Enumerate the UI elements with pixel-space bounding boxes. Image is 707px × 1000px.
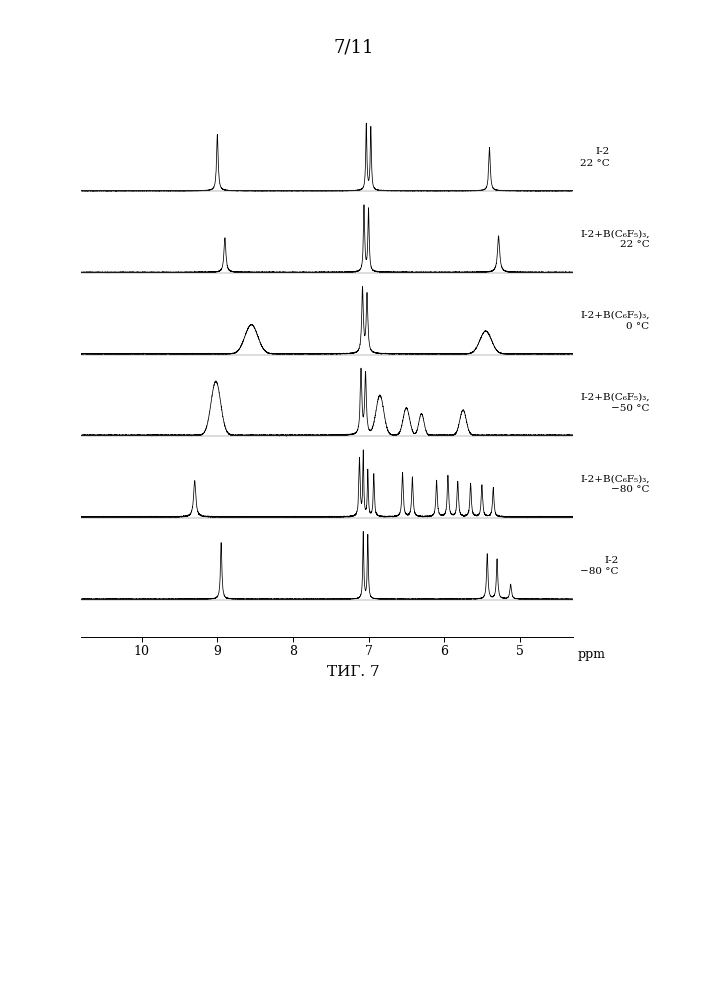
Text: 7/11: 7/11 <box>333 38 374 56</box>
Text: I-2+B(C₆F₅)₃,
−50 °C: I-2+B(C₆F₅)₃, −50 °C <box>580 392 650 413</box>
Text: ΤИГ. 7: ΤИГ. 7 <box>327 665 380 679</box>
Text: I-2
−80 °C: I-2 −80 °C <box>580 556 619 576</box>
Text: I-2+B(C₆F₅)₃,
−80 °C: I-2+B(C₆F₅)₃, −80 °C <box>580 474 650 494</box>
Text: I-2+B(C₆F₅)₃,
22 °C: I-2+B(C₆F₅)₃, 22 °C <box>580 229 650 249</box>
Text: ppm: ppm <box>578 648 606 661</box>
Text: I-2+B(C₆F₅)₃,
0 °C: I-2+B(C₆F₅)₃, 0 °C <box>580 311 650 331</box>
Text: I-2
22 °C: I-2 22 °C <box>580 147 610 168</box>
